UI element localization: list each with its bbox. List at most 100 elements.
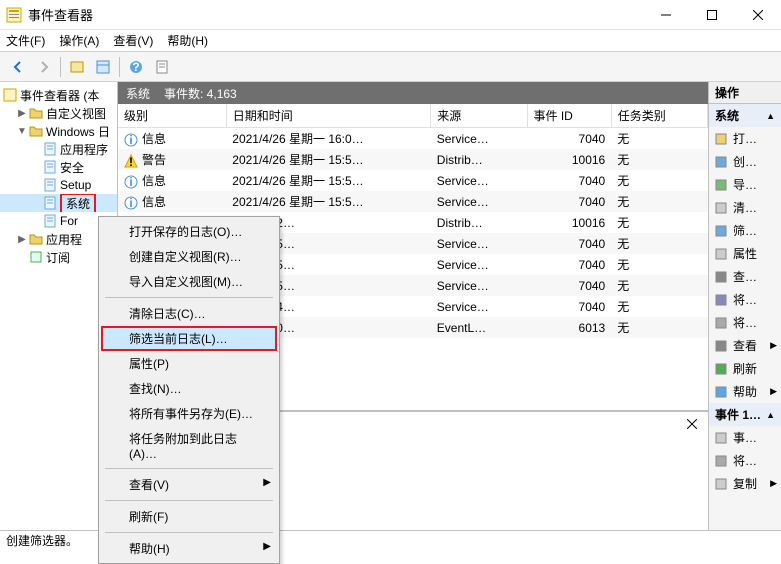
- action-label: 打…: [733, 130, 757, 147]
- center-header: 系统 事件数: 4,163: [118, 82, 708, 104]
- tree-item-label: For: [60, 214, 78, 228]
- log-icon: [42, 159, 58, 175]
- action-item[interactable]: 查看▶: [709, 334, 781, 357]
- actions-group-header[interactable]: 系统▲: [709, 104, 781, 127]
- log-icon: [42, 213, 58, 229]
- svg-text:i: i: [129, 196, 132, 210]
- minimize-button[interactable]: [643, 0, 689, 30]
- attach-icon: [713, 453, 729, 469]
- column-header[interactable]: 来源: [431, 104, 527, 128]
- context-menu-item[interactable]: 将任务附加到此日志(A)…: [101, 426, 277, 465]
- tree-item[interactable]: 安全: [0, 158, 117, 176]
- action-item[interactable]: 复制▶: [709, 472, 781, 495]
- context-menu-item[interactable]: 帮助(H)▶: [101, 536, 277, 561]
- toolbar-btn-1[interactable]: [65, 55, 89, 79]
- table-row[interactable]: i信息2021/4/26 星期一 15:5…Service…7040无: [118, 170, 708, 191]
- action-item[interactable]: 清…: [709, 196, 781, 219]
- save-icon: [713, 292, 729, 308]
- context-menu-item[interactable]: 创建自定义视图(R)…: [101, 244, 277, 269]
- action-item[interactable]: 将…: [709, 288, 781, 311]
- action-item[interactable]: 打…: [709, 127, 781, 150]
- menu-help[interactable]: 帮助(H): [167, 32, 208, 49]
- toolbar-btn-4[interactable]: [150, 55, 174, 79]
- context-menu-item[interactable]: 将所有事件另存为(E)…: [101, 401, 277, 426]
- find-icon: [713, 269, 729, 285]
- context-menu-item[interactable]: 打开保存的日志(O)…: [101, 219, 277, 244]
- maximize-button[interactable]: [689, 0, 735, 30]
- tree-root[interactable]: 事件查看器 (本: [0, 86, 117, 104]
- context-menu-label: 帮助(H): [129, 542, 170, 556]
- forward-button[interactable]: [32, 55, 56, 79]
- context-menu-label: 将所有事件另存为(E)…: [129, 407, 253, 421]
- center-title: 系统: [126, 85, 150, 102]
- context-menu-item[interactable]: 属性(P): [101, 351, 277, 376]
- props-icon: [713, 246, 729, 262]
- action-label: 将…: [733, 452, 757, 469]
- action-label: 帮助: [733, 383, 757, 400]
- svg-text:?: ?: [132, 60, 139, 74]
- actions-group-header[interactable]: 事件 1…▲: [709, 403, 781, 426]
- context-menu-item[interactable]: 导入自定义视图(M)…: [101, 269, 277, 294]
- action-item[interactable]: 属性: [709, 242, 781, 265]
- tree-item[interactable]: 应用程序: [0, 140, 117, 158]
- menu-action[interactable]: 操作(A): [59, 32, 99, 49]
- action-item[interactable]: 事…: [709, 426, 781, 449]
- tree-item[interactable]: Setup: [0, 176, 117, 194]
- action-item[interactable]: 筛…: [709, 219, 781, 242]
- attach-icon: [713, 315, 729, 331]
- action-item[interactable]: 帮助▶: [709, 380, 781, 403]
- context-menu-item[interactable]: 清除日志(C)…: [101, 301, 277, 326]
- action-label: 导…: [733, 176, 757, 193]
- table-row[interactable]: i信息2021/4/26 星期一 16:0…Service…7040无: [118, 128, 708, 150]
- context-menu-label: 刷新(F): [129, 510, 168, 524]
- context-menu-label: 将任务附加到此日志(A)…: [129, 432, 237, 461]
- view-icon: [713, 338, 729, 354]
- context-menu-label: 查看(V): [129, 478, 169, 492]
- close-button[interactable]: [735, 0, 781, 30]
- context-menu-label: 打开保存的日志(O)…: [129, 225, 242, 239]
- info-icon: i: [124, 196, 138, 210]
- context-menu-separator: [105, 468, 273, 469]
- table-row[interactable]: !警告2021/4/26 星期一 15:5…Distrib…10016无: [118, 149, 708, 170]
- filter2-icon: [713, 223, 729, 239]
- action-item[interactable]: 导…: [709, 173, 781, 196]
- tree-twisty[interactable]: ▶: [16, 234, 28, 245]
- action-label: 创…: [733, 153, 757, 170]
- context-menu-separator: [105, 500, 273, 501]
- column-header[interactable]: 日期和时间: [226, 104, 431, 128]
- tree-twisty[interactable]: ▶: [16, 108, 28, 119]
- action-label: 将…: [733, 314, 757, 331]
- action-item[interactable]: 将…: [709, 311, 781, 334]
- table-row[interactable]: i信息2021/4/26 星期一 15:5…Service…7040无: [118, 191, 708, 212]
- context-menu-item[interactable]: 筛选当前日志(L)…: [101, 326, 277, 351]
- context-menu: 打开保存的日志(O)… 创建自定义视图(R)…导入自定义视图(M)… 清除日志(C)…: [98, 216, 280, 564]
- column-header[interactable]: 事件 ID: [527, 104, 611, 128]
- action-item[interactable]: 创…: [709, 150, 781, 173]
- tree-item-label: 订阅: [46, 249, 70, 266]
- column-header[interactable]: 级别: [118, 104, 226, 128]
- event-count: 事件数: 4,163: [164, 85, 237, 102]
- tree-item-label: 应用程: [46, 231, 82, 248]
- menu-file[interactable]: 文件(F): [6, 32, 45, 49]
- action-item[interactable]: 刷新: [709, 357, 781, 380]
- filter-icon: [713, 154, 729, 170]
- back-button[interactable]: [6, 55, 30, 79]
- submenu-arrow-icon: ▶: [263, 477, 271, 488]
- action-item[interactable]: 查…: [709, 265, 781, 288]
- toolbar-btn-2[interactable]: [91, 55, 115, 79]
- tree-item[interactable]: ▶自定义视图: [0, 104, 117, 122]
- context-menu-item[interactable]: 查找(N)…: [101, 376, 277, 401]
- action-item[interactable]: 将…: [709, 449, 781, 472]
- tree-item[interactable]: ▼Windows 日: [0, 122, 117, 140]
- detail-close-button[interactable]: [684, 416, 700, 432]
- context-menu-item[interactable]: 查看(V) ▶: [101, 472, 277, 497]
- toolbar-help-button[interactable]: ?: [124, 55, 148, 79]
- action-label: 将…: [733, 291, 757, 308]
- menu-view[interactable]: 查看(V): [113, 32, 153, 49]
- copy-icon: [713, 476, 729, 492]
- column-header[interactable]: 任务类别: [611, 104, 707, 128]
- context-menu-separator: [105, 532, 273, 533]
- tree-item[interactable]: 系统: [0, 194, 117, 212]
- tree-twisty[interactable]: ▼: [16, 126, 28, 137]
- context-menu-item[interactable]: 刷新(F): [101, 504, 277, 529]
